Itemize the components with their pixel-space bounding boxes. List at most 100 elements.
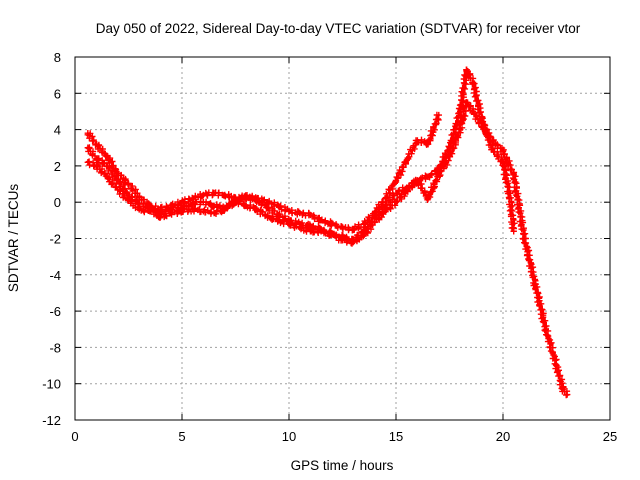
data-point: [200, 208, 207, 215]
data-point: [510, 228, 517, 235]
data-point: [221, 191, 228, 199]
data-point: [275, 202, 282, 210]
data-point: [114, 186, 121, 193]
y-tick-label: -12: [42, 413, 61, 428]
data-point: [103, 162, 111, 170]
data-point: [178, 208, 186, 215]
data-point: [328, 220, 335, 228]
data-point: [542, 326, 549, 333]
data-point: [564, 391, 571, 398]
data-point: [414, 177, 421, 184]
data-point: [125, 191, 132, 199]
y-tick-label: -8: [49, 340, 61, 355]
x-axis-ticks: 0 5 10 15 20 25: [71, 57, 617, 444]
y-tick-label: 8: [54, 50, 61, 65]
data-point: [435, 171, 442, 179]
data-point: [424, 140, 432, 148]
data-point: [243, 202, 250, 210]
data-point: [146, 208, 154, 215]
data-point: [157, 213, 164, 220]
data-marks: [84, 66, 571, 399]
data-point: [264, 204, 271, 211]
data-point: [403, 157, 410, 164]
data-point: [392, 177, 400, 184]
data-point: [243, 193, 250, 200]
x-tick-label: 10: [282, 429, 296, 444]
data-point: [307, 211, 314, 219]
chart-title: Day 050 of 2022, Sidereal Day-to-day VTE…: [96, 21, 581, 36]
data-point: [210, 189, 218, 197]
data-point: [446, 153, 453, 161]
data-point: [84, 159, 92, 166]
data-point: [382, 208, 389, 215]
data-point: [510, 171, 517, 179]
data-point: [296, 209, 303, 217]
series-markers: [85, 99, 571, 399]
data-point: [84, 144, 92, 151]
data-point: [559, 385, 567, 393]
data-point: [360, 231, 368, 239]
data-point: [210, 202, 218, 210]
data-point: [253, 197, 261, 204]
data-point: [168, 209, 175, 217]
data-point: [136, 193, 143, 200]
data-point: [506, 189, 513, 197]
data-point: [457, 126, 464, 133]
data-point: [350, 238, 357, 246]
data-point: [317, 228, 325, 235]
data-point: [93, 162, 100, 170]
data-point: [210, 209, 218, 217]
data-point: [253, 206, 261, 213]
data-point: [125, 180, 132, 188]
data-point: [489, 137, 496, 144]
y-tick-label: -4: [49, 268, 61, 283]
data-point: [296, 224, 303, 231]
data-point: [339, 237, 346, 244]
series-track-c: [84, 99, 571, 399]
data-point: [478, 122, 485, 130]
data-point: [264, 213, 271, 220]
data-point: [93, 140, 100, 148]
x-tick-label: 20: [496, 429, 510, 444]
data-point: [93, 155, 100, 162]
data-point: [489, 146, 496, 153]
data-point: [200, 191, 207, 199]
data-point: [189, 200, 196, 208]
data-point: [232, 197, 239, 204]
y-tick-label: 0: [54, 195, 61, 210]
y-tick-label: -6: [49, 304, 61, 319]
data-point: [424, 173, 432, 180]
x-tick-label: 0: [71, 429, 78, 444]
y-tick-label: 4: [54, 123, 61, 138]
data-point: [307, 228, 314, 235]
data-point: [424, 195, 432, 202]
data-point: [189, 195, 196, 202]
data-point: [463, 66, 470, 73]
data-point: [275, 217, 282, 224]
y-axis-label: SDTVAR / TECUs: [6, 184, 21, 293]
data-point: [403, 188, 410, 195]
y-tick-label: 2: [54, 159, 61, 174]
data-point: [469, 108, 477, 115]
data-point: [469, 79, 477, 86]
y-tick-label: -10: [42, 377, 61, 392]
data-point: [103, 153, 111, 161]
y-tick-label: -2: [49, 232, 61, 247]
x-tick-label: 15: [389, 429, 403, 444]
data-point: [114, 177, 121, 184]
x-tick-label: 25: [603, 429, 617, 444]
data-point: [178, 199, 186, 206]
data-point: [392, 199, 400, 206]
data-point: [531, 280, 539, 288]
y-tick-label: 6: [54, 86, 61, 101]
data-point: [414, 137, 421, 144]
data-point: [103, 173, 111, 180]
data-point: [499, 148, 507, 155]
data-point: [221, 206, 228, 213]
data-point: [328, 229, 335, 237]
data-point: [463, 99, 470, 106]
data-point: [200, 199, 207, 206]
data-point: [371, 218, 378, 226]
data-point: [553, 362, 560, 369]
